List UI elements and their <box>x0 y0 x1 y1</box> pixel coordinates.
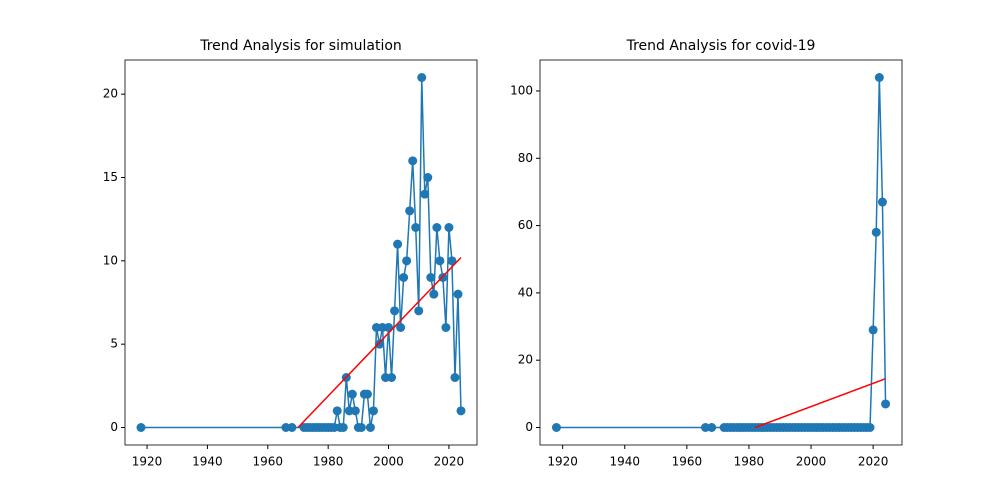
data-point <box>287 423 297 432</box>
data-point <box>414 306 424 316</box>
data-point <box>551 423 561 432</box>
data-point <box>387 373 397 382</box>
axes-frame <box>124 59 478 446</box>
data-point <box>350 406 360 416</box>
x-tick-label: 2020 <box>858 455 889 469</box>
data-point <box>405 206 415 216</box>
data-point <box>356 423 366 432</box>
data-line <box>754 377 886 429</box>
data-point <box>423 173 433 182</box>
x-tick-label: 1920 <box>132 455 163 469</box>
x-tick-label: 2020 <box>434 455 465 469</box>
data-point <box>881 399 891 409</box>
data-point <box>700 423 710 432</box>
data-point <box>390 306 400 316</box>
chart-title: Trend Analysis for covid-19 <box>626 38 816 54</box>
data-point <box>426 273 436 282</box>
y-tick-label: 20 <box>518 353 533 367</box>
x-tick-label: 2000 <box>796 455 827 469</box>
chart-title: Trend Analysis for simulation <box>199 38 402 54</box>
y-tick-label: 0 <box>525 420 533 434</box>
data-point <box>417 73 427 82</box>
x-tick-label: 1960 <box>672 455 703 469</box>
data-point <box>447 256 457 266</box>
data-point <box>435 256 445 266</box>
data-line <box>297 256 462 429</box>
data-point <box>456 406 466 416</box>
data-point <box>396 323 406 332</box>
data-point <box>393 239 403 249</box>
y-tick-label: 0 <box>110 420 118 434</box>
data-point <box>374 339 384 349</box>
data-point <box>399 273 409 282</box>
y-tick-label: 80 <box>518 151 533 165</box>
x-tick-label: 1940 <box>192 455 223 469</box>
data-point <box>450 373 460 382</box>
data-point <box>868 325 878 335</box>
y-tick-label: 60 <box>518 218 533 232</box>
x-tick-label: 1960 <box>253 455 284 469</box>
y-tick-label: 100 <box>510 83 533 97</box>
data-point <box>429 289 439 299</box>
x-tick-label: 1980 <box>734 455 765 469</box>
data-point <box>368 406 378 416</box>
data-line <box>556 77 887 429</box>
data-line <box>141 77 462 429</box>
data-point <box>707 423 717 432</box>
x-tick-label: 1920 <box>547 455 578 469</box>
data-point <box>402 256 412 266</box>
data-point <box>453 289 463 299</box>
data-point <box>362 389 372 399</box>
x-tick-label: 1940 <box>609 455 640 469</box>
y-tick-label: 10 <box>103 253 118 267</box>
data-point <box>871 227 881 237</box>
y-tick-label: 15 <box>103 170 118 184</box>
data-point <box>865 423 875 432</box>
data-point <box>877 197 887 207</box>
data-point <box>874 73 884 82</box>
y-tick-label: 20 <box>103 87 118 101</box>
data-point <box>444 223 454 232</box>
y-tick-label: 5 <box>110 337 118 351</box>
y-tick-label: 40 <box>518 285 533 299</box>
x-tick-label: 1980 <box>313 455 344 469</box>
data-point <box>136 423 146 432</box>
data-point <box>432 223 442 232</box>
data-point <box>441 323 451 332</box>
data-point <box>411 223 421 232</box>
axes-frame <box>539 59 903 446</box>
data-point <box>332 406 342 416</box>
data-point <box>338 423 348 432</box>
x-tick-label: 2000 <box>373 455 404 469</box>
data-point <box>408 156 418 166</box>
data-point <box>420 189 430 199</box>
data-point <box>347 389 357 399</box>
data-point <box>365 423 375 432</box>
